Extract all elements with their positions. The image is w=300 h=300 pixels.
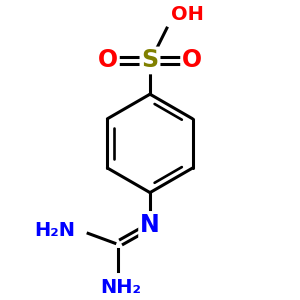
Text: H₂N: H₂N	[34, 221, 76, 240]
Text: NH₂: NH₂	[100, 278, 141, 297]
Text: OH: OH	[171, 5, 204, 24]
Text: N: N	[140, 213, 160, 237]
Text: S: S	[141, 49, 159, 73]
Text: O: O	[182, 49, 202, 73]
Text: O: O	[98, 49, 118, 73]
